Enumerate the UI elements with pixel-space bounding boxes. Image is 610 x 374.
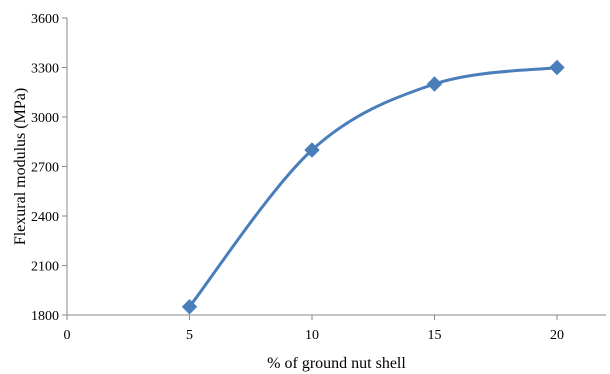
x-tick-label: 20 [550, 328, 564, 343]
y-tick-label: 3600 [31, 12, 59, 27]
axes [62, 17, 606, 320]
y-tick-label: 3000 [31, 111, 59, 126]
x-axis-title: % of ground nut shell [267, 355, 406, 372]
y-tick-label: 2400 [31, 210, 59, 225]
y-axis-title: Flexural modulus (MPa) [12, 88, 29, 245]
y-tick-label: 2100 [31, 260, 59, 275]
x-tick-label: 5 [186, 328, 193, 343]
series-line [188, 66, 558, 308]
x-tick-label: 15 [428, 328, 442, 343]
x-tick-label: 10 [305, 328, 319, 343]
y-tick-labels: 1800 2100 2400 2700 3000 3300 3600 [31, 12, 59, 324]
y-tick-label: 3300 [31, 62, 59, 77]
x-tick-labels: 0 5 10 15 20 [64, 328, 565, 343]
x-tick-label: 0 [64, 328, 71, 343]
data-point-marker [426, 76, 443, 92]
y-tick-label: 1800 [31, 309, 59, 324]
data-point-marker [549, 59, 565, 76]
y-tick-label: 2700 [31, 161, 59, 176]
data-point-marker [304, 142, 320, 158]
data-point-marker [181, 299, 198, 315]
series-markers [181, 59, 565, 315]
